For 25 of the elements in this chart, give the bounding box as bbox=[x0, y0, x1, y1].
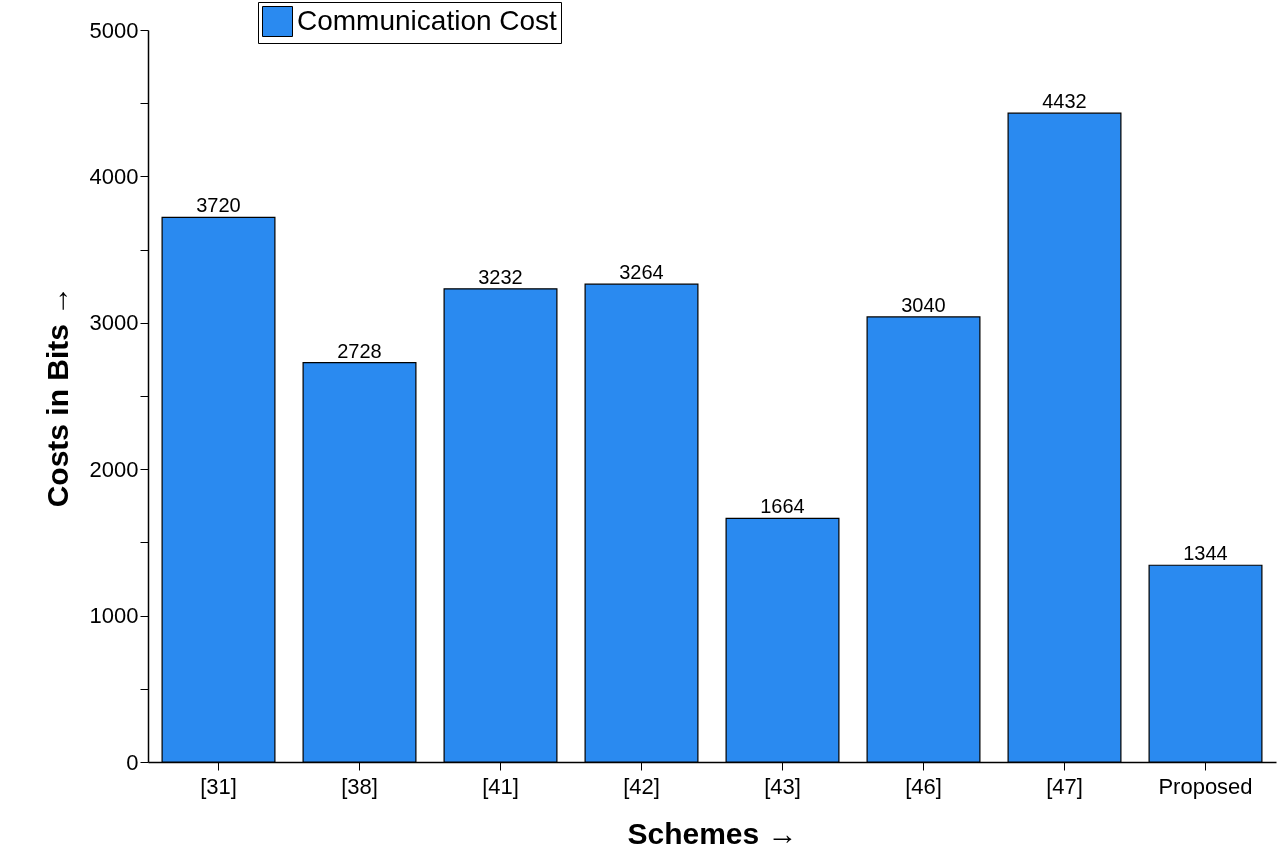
x-tick-label: [38] bbox=[341, 773, 378, 799]
y-tick-label: 3000 bbox=[89, 310, 139, 336]
legend-label: Communication Cost bbox=[297, 4, 558, 36]
y-tick-label: 2000 bbox=[89, 456, 139, 482]
y-tick-label: 0 bbox=[126, 749, 139, 775]
data-label: 1344 bbox=[1183, 542, 1228, 565]
x-tick-label: [46] bbox=[905, 773, 942, 799]
data-label: 4432 bbox=[1042, 90, 1087, 113]
data-label: 2728 bbox=[337, 339, 382, 362]
data-label: 1664 bbox=[760, 495, 805, 518]
x-tick-label: [41] bbox=[482, 773, 519, 799]
x-tick-label: [42] bbox=[623, 773, 660, 799]
data-label: 3264 bbox=[619, 261, 664, 284]
x-tick-label: Proposed bbox=[1158, 773, 1253, 799]
x-tick-label: [43] bbox=[764, 773, 801, 799]
data-label: 3232 bbox=[478, 265, 523, 288]
x-axis-title: Schemes → bbox=[627, 816, 798, 850]
data-label: 3040 bbox=[901, 293, 946, 316]
x-tick-label: [47] bbox=[1046, 773, 1083, 799]
data-label: 3720 bbox=[196, 194, 241, 217]
y-tick-label: 1000 bbox=[89, 603, 139, 629]
x-tick-label: [31] bbox=[200, 773, 237, 799]
y-tick-label: 4000 bbox=[89, 163, 139, 189]
y-tick-label: 5000 bbox=[89, 17, 139, 43]
y-axis-title: Costs in Bits → bbox=[40, 285, 74, 508]
